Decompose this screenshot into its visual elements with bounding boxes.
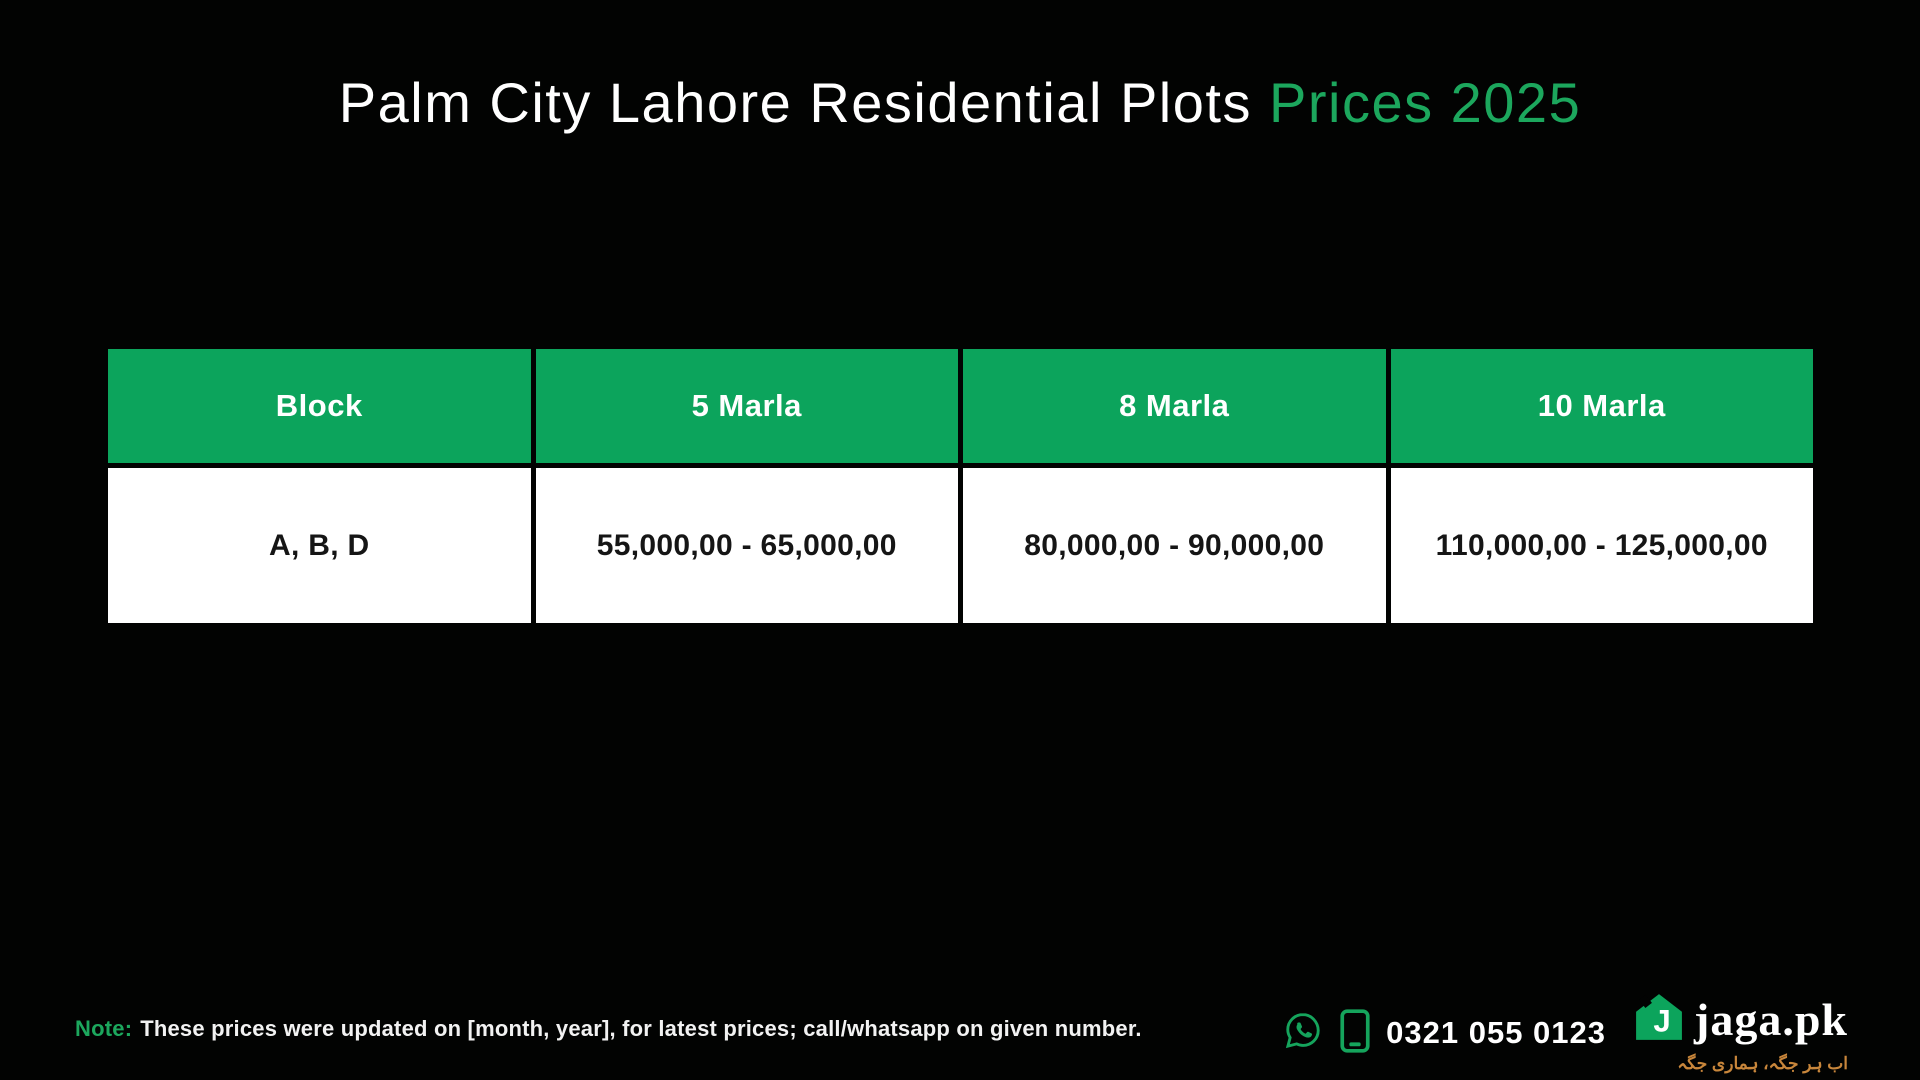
brand-name: jaga.pk (1694, 993, 1848, 1045)
column-header-8-marla: 8 Marla (963, 349, 1386, 463)
table-cell-5-marla-price: 55,000,00 - 65,000,00 (535, 468, 958, 623)
footer-note: Note: These prices were updated on [month… (75, 1016, 1142, 1042)
note-label: Note: (75, 1016, 133, 1041)
price-table: Block 5 Marla 8 Marla 10 Marla A, B, D 5… (108, 349, 1813, 623)
table-cell-10-marla-price: 110,000,00 - 125,000,00 (1390, 468, 1813, 623)
column-header-block: Block (108, 349, 531, 463)
svg-text:J: J (1653, 1004, 1670, 1039)
brand-tagline: اب ہر جگہ، ہماری جگہ (1677, 1054, 1848, 1073)
table-cell-block: A, B, D (108, 468, 531, 623)
house-logo-icon: J (1634, 992, 1684, 1047)
brand-block: J jaga.pk اب ہر جگہ، ہماری جگہ (1634, 992, 1848, 1074)
contact-strip: 0321 055 0123 J jaga.pk اب ہر جگہ، ہماری… (1282, 992, 1848, 1074)
column-header-5-marla: 5 Marla (535, 349, 958, 463)
column-header-10-marla: 10 Marla (1390, 349, 1813, 463)
page-title-white: Palm City Lahore Residential Plots (338, 71, 1269, 134)
note-text: These prices were updated on [month, yea… (140, 1016, 1142, 1041)
page-title: Palm City Lahore Residential Plots Price… (0, 70, 1920, 135)
page-title-green: Prices 2025 (1269, 71, 1582, 134)
table-cell-8-marla-price: 80,000,00 - 90,000,00 (963, 468, 1386, 623)
phone-number: 0321 055 0123 (1386, 1015, 1607, 1050)
mobile-phone-icon (1338, 1008, 1372, 1059)
whatsapp-icon (1282, 1010, 1324, 1057)
